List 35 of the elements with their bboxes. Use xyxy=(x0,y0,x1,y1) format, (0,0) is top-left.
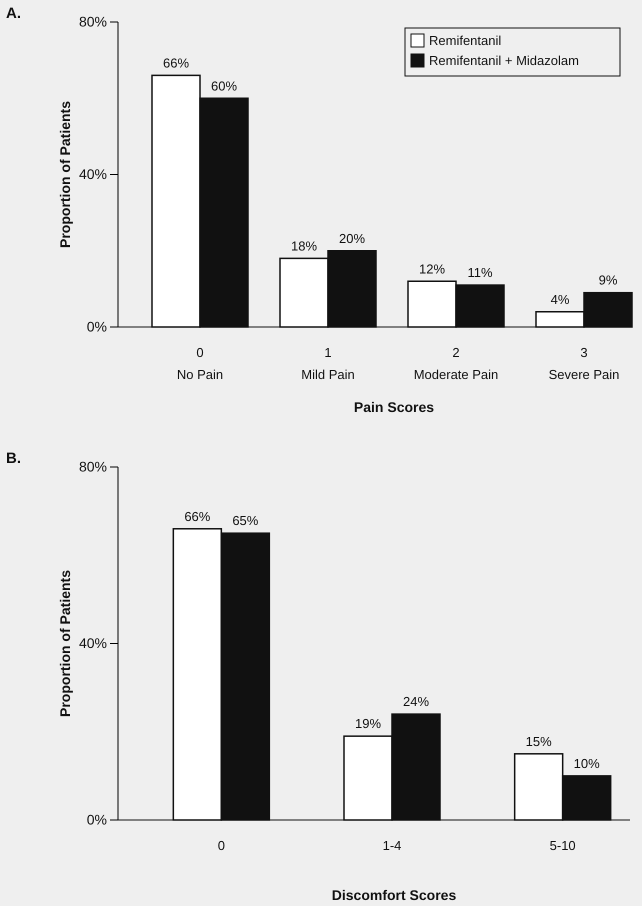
y-tick-label: 80% xyxy=(78,458,107,474)
x-axis-title: Pain Scores xyxy=(354,399,434,415)
x-tick-label: 1 Mild Pain xyxy=(301,345,355,382)
data-label: 24% xyxy=(402,694,430,710)
x-tick-label: 0 No Pain xyxy=(176,345,224,382)
legend-label: Remifentanil xyxy=(429,33,502,48)
data-label: 4% xyxy=(550,292,570,307)
y-axis-title: Proportion of Patients xyxy=(57,100,73,248)
data-label: 19% xyxy=(354,716,382,732)
y-tick-label: 0% xyxy=(86,318,107,334)
legend-label: Remifentanil + Midazolam xyxy=(429,53,579,68)
data-label: 66% xyxy=(184,508,211,524)
x-tick-label: 5-10 xyxy=(550,838,576,853)
data-label: 10% xyxy=(574,756,600,771)
data-label: 18% xyxy=(290,238,318,254)
data-label: 9% xyxy=(598,272,618,288)
chart-title: A. xyxy=(6,5,21,22)
x-tick-label: 1-4 xyxy=(382,838,402,853)
y-axis-title: Proportion of Patients xyxy=(57,570,73,717)
data-label: 20% xyxy=(338,230,366,246)
data-label: 11% xyxy=(467,265,493,280)
data-label: 12% xyxy=(418,261,446,276)
data-label: 66% xyxy=(162,55,190,70)
y-tick-label: 0% xyxy=(86,811,107,828)
x-tick-label: 2 Moderate Pain xyxy=(414,345,498,382)
x-axis-title: Discomfort Scores xyxy=(332,887,456,903)
x-tick-label: 0 xyxy=(218,838,225,853)
chart-title: B. xyxy=(6,450,21,467)
x-tick-label: 3 Severe Pain xyxy=(548,345,620,382)
data-label: 15% xyxy=(526,734,552,749)
data-label: 60% xyxy=(210,78,238,94)
y-tick-label: 80% xyxy=(78,13,107,30)
data-label: 65% xyxy=(232,513,259,528)
y-tick-label: 40% xyxy=(78,634,107,651)
y-tick-label: 40% xyxy=(78,166,107,182)
